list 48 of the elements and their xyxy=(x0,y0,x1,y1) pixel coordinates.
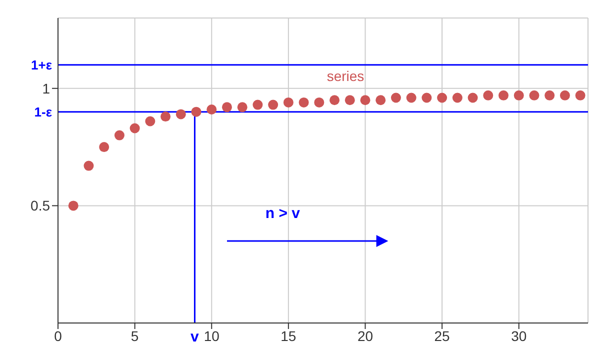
point xyxy=(483,90,494,100)
x-tick-label: 15 xyxy=(280,328,296,344)
x-tick-label: 25 xyxy=(434,328,450,344)
point xyxy=(99,142,110,152)
point xyxy=(68,200,78,211)
point xyxy=(298,97,309,108)
point xyxy=(330,95,340,106)
point xyxy=(176,109,186,120)
point xyxy=(390,92,401,103)
ref-line-label: 1-ε xyxy=(34,104,52,120)
point xyxy=(406,92,416,103)
point xyxy=(437,92,448,103)
point xyxy=(544,90,555,100)
x-tick-label: 5 xyxy=(130,328,139,344)
x-tick-label: 10 xyxy=(204,328,220,344)
point xyxy=(145,116,156,126)
point xyxy=(360,95,370,106)
point xyxy=(283,97,294,108)
point xyxy=(575,90,586,100)
point xyxy=(114,130,124,140)
x-tick-label: 20 xyxy=(357,328,374,344)
point xyxy=(514,90,524,100)
point xyxy=(268,100,278,110)
point xyxy=(237,102,248,112)
x-tick-label: 0 xyxy=(54,328,62,344)
point xyxy=(191,106,202,117)
point xyxy=(529,90,540,100)
ref-line-label: 1+ε xyxy=(31,58,52,73)
point xyxy=(344,95,355,106)
y-tick-label: 0.5 xyxy=(30,198,50,214)
point xyxy=(314,97,324,108)
point xyxy=(468,92,478,103)
ref-line-label: v xyxy=(190,328,200,346)
point xyxy=(422,92,432,103)
point xyxy=(560,90,570,100)
annotation: n > v xyxy=(265,205,300,222)
point xyxy=(498,90,509,100)
point xyxy=(206,104,217,114)
point xyxy=(222,102,232,112)
point xyxy=(84,160,94,171)
x-tick-label: 30 xyxy=(511,328,527,344)
point xyxy=(160,112,171,122)
series-label: series xyxy=(326,68,364,84)
point xyxy=(376,95,386,106)
point xyxy=(130,123,140,134)
point xyxy=(452,92,462,103)
point xyxy=(252,100,263,110)
y-tick-label: 1 xyxy=(42,80,50,96)
